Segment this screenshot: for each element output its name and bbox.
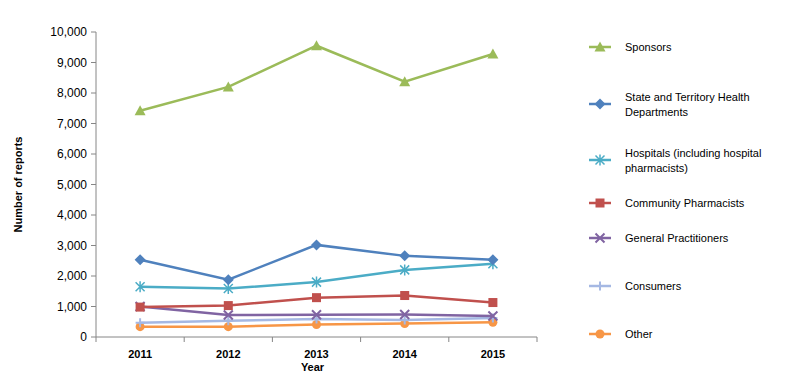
y-tick [91,32,96,33]
background [0,0,799,380]
x-tick-label: 2014 [392,348,417,360]
series [135,239,499,285]
y-tick-label: 3,000 [57,239,87,253]
point [223,274,234,285]
y-tick [91,306,96,307]
point [311,239,322,250]
legend-marker [596,330,605,339]
series [136,291,498,312]
series-line [140,264,493,289]
legend-label: Hospitals (including hospital pharmacists… [625,147,761,174]
point [400,264,409,275]
legend-label: State and Territory Health Departments [625,91,750,118]
legend-marker [596,155,605,166]
legend-line: Other [625,328,653,340]
y-tick-label: 2,000 [57,269,87,283]
point [400,310,409,319]
series-line [140,46,493,111]
point [136,303,145,312]
x-axis-title: Year [301,361,325,373]
y-axis-title: Number of reports [12,137,24,233]
point [223,81,234,91]
x-tick [448,337,449,342]
x-tick-label: 2013 [304,348,328,360]
legend-label: Sponsors [625,41,672,53]
point [224,311,233,320]
y-tick-label: 9,000 [57,56,87,70]
y-tick [91,337,96,338]
x-axis [96,337,537,338]
y-tick-label: 7,000 [57,117,87,131]
plot-area [135,40,499,331]
x-tick-label: 2011 [128,348,152,360]
legend-line: Departments [625,106,688,118]
legend-line: Community Pharmacists [625,197,745,209]
point [487,254,498,265]
y-tick-label: 10,000 [50,25,87,39]
legend-line: Sponsors [625,41,672,53]
point [136,318,145,327]
point [400,291,409,300]
legend-marker [595,42,606,52]
legend-line: State and Territory Health [625,91,750,103]
chart: 0 1,000 2,000 3,000 4,000 5,000 6,000 7,000 8,00… [0,0,799,380]
y-tick [91,62,96,63]
x-tick [272,337,273,342]
legend-marker [596,234,605,243]
legend-label: Community Pharmacists [625,197,745,209]
legend-line: General Practitioners [625,232,729,244]
point [487,48,498,58]
y-tick [91,245,96,246]
legend-line: Hospitals (including hospital [625,147,761,159]
x-tick-label: 2012 [216,348,240,360]
point [488,298,497,307]
legend-line: pharmacists) [625,162,688,174]
legend-marker [596,282,605,291]
series [136,302,498,320]
legend-label: Consumers [625,280,682,292]
x-tick [184,337,185,342]
point [135,254,146,265]
point [399,250,410,261]
y-tick-label: 5,000 [57,178,87,192]
x-tick [537,337,538,342]
legend: Sponsors State and Territory Health Depart… [589,41,761,340]
legend-label: Other [625,328,653,340]
point [399,76,410,86]
point [312,277,321,288]
point [136,302,145,311]
y-tick [91,93,96,94]
y-tick [91,123,96,124]
point [312,310,321,319]
legend-marker [596,199,605,208]
point [224,301,233,310]
y-tick-label: 4,000 [57,208,87,222]
legend-line: Consumers [625,280,682,292]
point [312,293,321,302]
y-tick [91,215,96,216]
x-tick-label: 2015 [481,348,505,360]
point [136,281,145,292]
legend-label: General Practitioners [625,232,729,244]
point [311,40,322,50]
x-tick [96,337,97,342]
point [135,105,146,115]
y-tick [91,184,96,185]
series [135,40,499,115]
y-tick-label: 1,000 [57,300,87,314]
y-tick [91,276,96,277]
y-tick [91,154,96,155]
y-tick-label: 8,000 [57,86,87,100]
x-tick [360,337,361,342]
y-tick-label: 0 [80,330,87,344]
series [136,258,498,294]
y-tick-label: 6,000 [57,147,87,161]
legend-marker [595,99,606,110]
point [488,311,497,320]
